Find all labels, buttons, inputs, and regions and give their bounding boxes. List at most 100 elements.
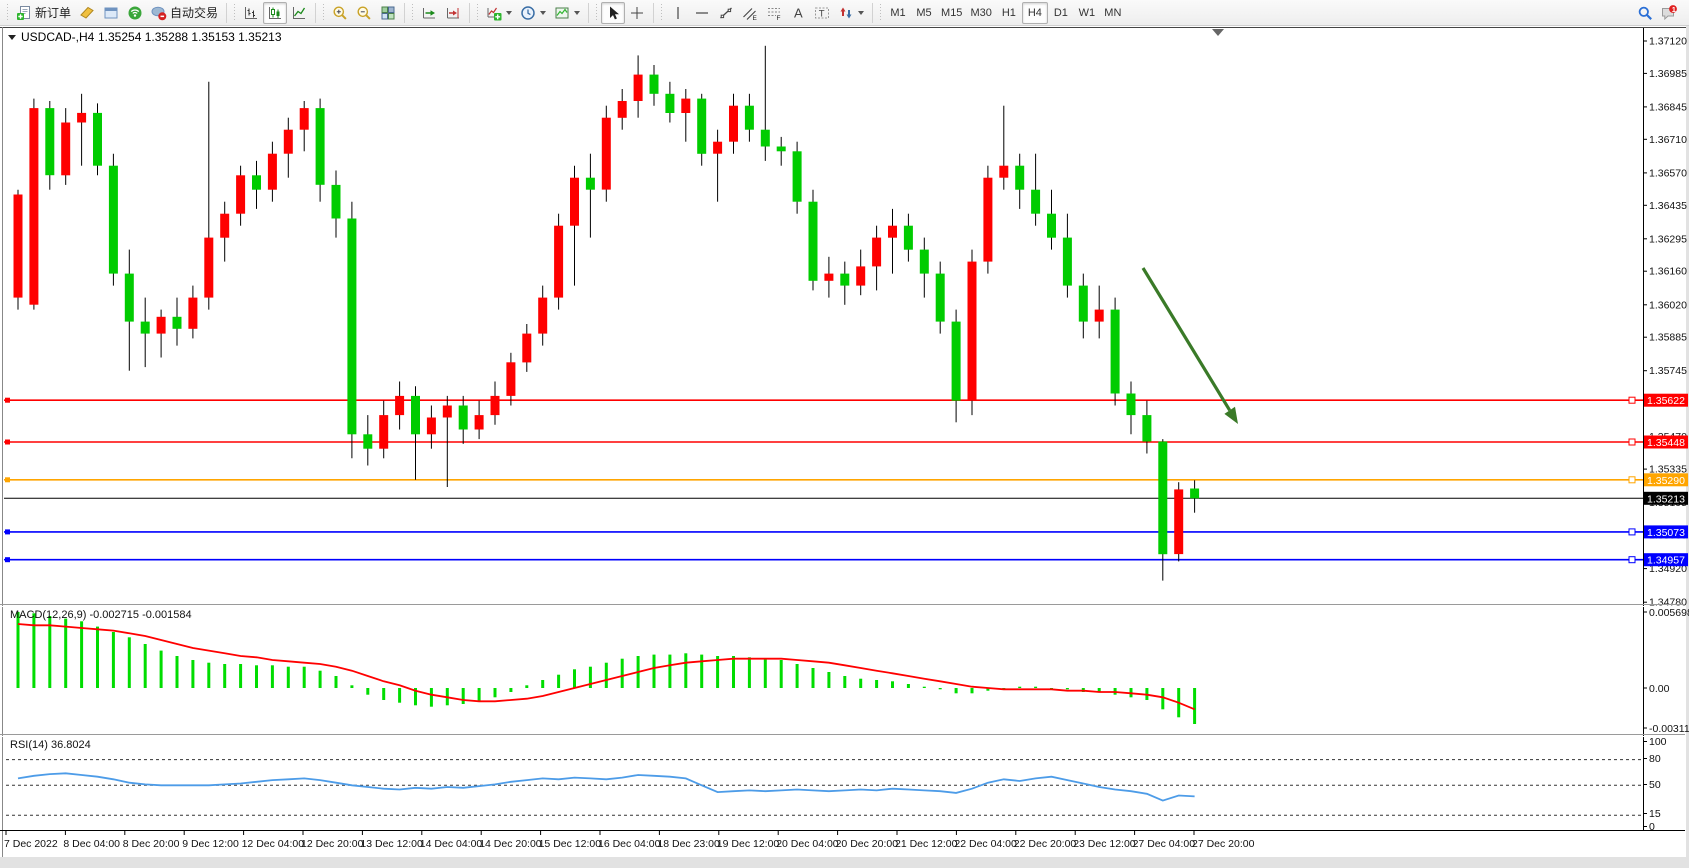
toolbar-right: 1 — [1633, 2, 1685, 24]
timeframe-w1[interactable]: W1 — [1074, 2, 1100, 24]
svg-text:22 Dec 20:00: 22 Dec 20:00 — [1014, 838, 1077, 850]
autotrading-button[interactable]: 自动交易 — [147, 2, 222, 24]
chart-window: USDCAD-,H4 1.35254 1.35288 1.35153 1.3521… — [0, 26, 1689, 863]
hline-1.35290[interactable] — [4, 476, 1643, 484]
search-icon — [1637, 5, 1653, 21]
candles-chart-button[interactable] — [263, 1, 288, 24]
bars-chart-button[interactable] — [239, 2, 263, 24]
svg-text:1.36570: 1.36570 — [1649, 167, 1687, 179]
price-chart[interactable]: USDCAD-,H4 1.35254 1.35288 1.35153 1.3521… — [0, 26, 1689, 863]
svg-text:1.36160: 1.36160 — [1649, 266, 1687, 278]
svg-text:0: 0 — [1649, 821, 1655, 833]
svg-text:15: 15 — [1649, 808, 1661, 820]
arrows-button[interactable] — [834, 2, 868, 24]
hline-1.34957[interactable] — [4, 556, 1643, 564]
toolbar-grip — [659, 3, 664, 22]
tile-windows-button[interactable] — [376, 2, 400, 24]
timeframe-m30[interactable]: M30 — [966, 2, 995, 24]
timeframe-m15[interactable]: M15 — [937, 2, 966, 24]
text-label-button[interactable]: T — [810, 2, 834, 24]
crosshair-button[interactable] — [625, 2, 649, 24]
timeframe-h1-label: H1 — [1001, 6, 1016, 19]
fibonacci-button[interactable]: F — [762, 2, 786, 24]
autotrading-icon — [151, 5, 167, 21]
chart-title[interactable]: USDCAD-,H4 1.35254 1.35288 1.35153 1.3521… — [8, 30, 282, 44]
signals-button[interactable] — [123, 2, 147, 24]
candles-icon — [267, 5, 283, 21]
timeframe-h1[interactable]: H1 — [996, 2, 1022, 24]
marketwatch-button[interactable] — [75, 2, 99, 24]
search-button[interactable] — [1633, 2, 1657, 24]
zoom-in-button[interactable] — [328, 2, 352, 24]
macd-label: MACD(12,26,9) -0.002715 -0.001584 — [10, 609, 192, 621]
timeframe-mn[interactable]: MN — [1100, 2, 1126, 24]
svg-text:20 Dec 20:00: 20 Dec 20:00 — [836, 838, 899, 850]
hline-1.35448[interactable] — [4, 438, 1643, 446]
svg-text:-0.003115: -0.003115 — [1649, 723, 1689, 735]
zoom-out-button[interactable] — [352, 2, 376, 24]
symbol-title: USDCAD-,H4 — [21, 30, 95, 44]
zoom-out-icon — [356, 5, 372, 21]
chart-profiles-button[interactable] — [99, 2, 123, 24]
macd-panel: MACD(12,26,9) -0.002715 -0.001584 0.00569… — [10, 607, 1689, 735]
svg-text:1.36295: 1.36295 — [1649, 233, 1687, 245]
timeframe-m5[interactable]: M5 — [911, 2, 937, 24]
svg-text:0.00: 0.00 — [1649, 683, 1670, 695]
new-order-button[interactable]: 新订单 — [12, 2, 75, 24]
timeframe-m1-label: M1 — [890, 6, 906, 19]
timeframe-w1-label: W1 — [1078, 6, 1096, 19]
svg-text:1.35745: 1.35745 — [1649, 365, 1687, 377]
svg-text:1.35622: 1.35622 — [1647, 395, 1685, 407]
svg-text:12 Dec 20:00: 12 Dec 20:00 — [301, 838, 364, 850]
svg-text:20 Dec 04:00: 20 Dec 04:00 — [776, 838, 839, 850]
toolbar-grip — [410, 3, 415, 22]
svg-text:100: 100 — [1649, 736, 1667, 748]
svg-text:14 Dec 04:00: 14 Dec 04:00 — [420, 838, 483, 850]
vertical-line-button[interactable] — [666, 2, 690, 24]
vline-icon — [670, 5, 686, 21]
trendline-button[interactable] — [714, 2, 738, 24]
svg-text:50: 50 — [1649, 779, 1661, 791]
notification-button[interactable]: 1 — [1657, 2, 1681, 24]
svg-text:1: 1 — [1672, 5, 1676, 14]
chevron-down-icon — [574, 10, 581, 15]
templates-button[interactable] — [550, 2, 584, 24]
time-axis: 7 Dec 2022 8 Dec 04:00 8 Dec 20:00 9 Dec 12… — [0, 830, 1685, 850]
timeframe-h4[interactable]: H4 — [1021, 1, 1048, 24]
svg-text:15 Dec 12:00: 15 Dec 12:00 — [539, 838, 602, 850]
rsi-line — [17, 772, 1195, 802]
indicators-button[interactable] — [482, 2, 516, 24]
svg-text:18 Dec 23:00: 18 Dec 23:00 — [657, 838, 720, 850]
horizontal-line-button[interactable] — [690, 2, 714, 24]
svg-text:1.35448: 1.35448 — [1647, 437, 1685, 449]
arrows-icon — [838, 5, 854, 21]
svg-text:27 Dec 04:00: 27 Dec 04:00 — [1133, 838, 1196, 850]
timeframe-m1[interactable]: M1 — [885, 2, 911, 24]
chevron-down-icon — [506, 10, 513, 15]
line-chart-button[interactable] — [287, 2, 311, 24]
auto-scroll-button[interactable] — [417, 2, 441, 24]
periods-button[interactable] — [516, 2, 550, 24]
svg-text:1.36710: 1.36710 — [1649, 134, 1687, 146]
toolbar-grip — [594, 3, 599, 22]
new-order-icon — [16, 5, 32, 21]
cursor-button[interactable] — [601, 1, 626, 24]
timeframe-d1[interactable]: D1 — [1048, 2, 1074, 24]
rsi-label: RSI(14) 36.8024 — [10, 739, 91, 751]
timeframe-m15-label: M15 — [941, 6, 963, 19]
tag-icon — [79, 5, 95, 21]
chart-shift-marker[interactable] — [1212, 29, 1224, 36]
timeframe-h4-label: H4 — [1027, 6, 1042, 19]
price-label-1.35290: 1.35290 — [1644, 473, 1688, 487]
trend-arrow[interactable] — [1141, 267, 1238, 424]
svg-text:27 Dec 20:00: 27 Dec 20:00 — [1192, 838, 1255, 850]
timeframe-d1-label: D1 — [1053, 6, 1068, 19]
svg-text:T: T — [819, 8, 825, 19]
text-button[interactable]: A — [786, 2, 810, 24]
hline-1.35622[interactable] — [4, 396, 1643, 404]
equidistant-channel-button[interactable]: E — [738, 2, 762, 24]
svg-text:9 Dec 12:00: 9 Dec 12:00 — [182, 838, 239, 850]
profiles-icon — [103, 5, 119, 21]
chart-shift-button[interactable] — [441, 2, 465, 24]
hline-1.35073[interactable] — [4, 528, 1643, 536]
